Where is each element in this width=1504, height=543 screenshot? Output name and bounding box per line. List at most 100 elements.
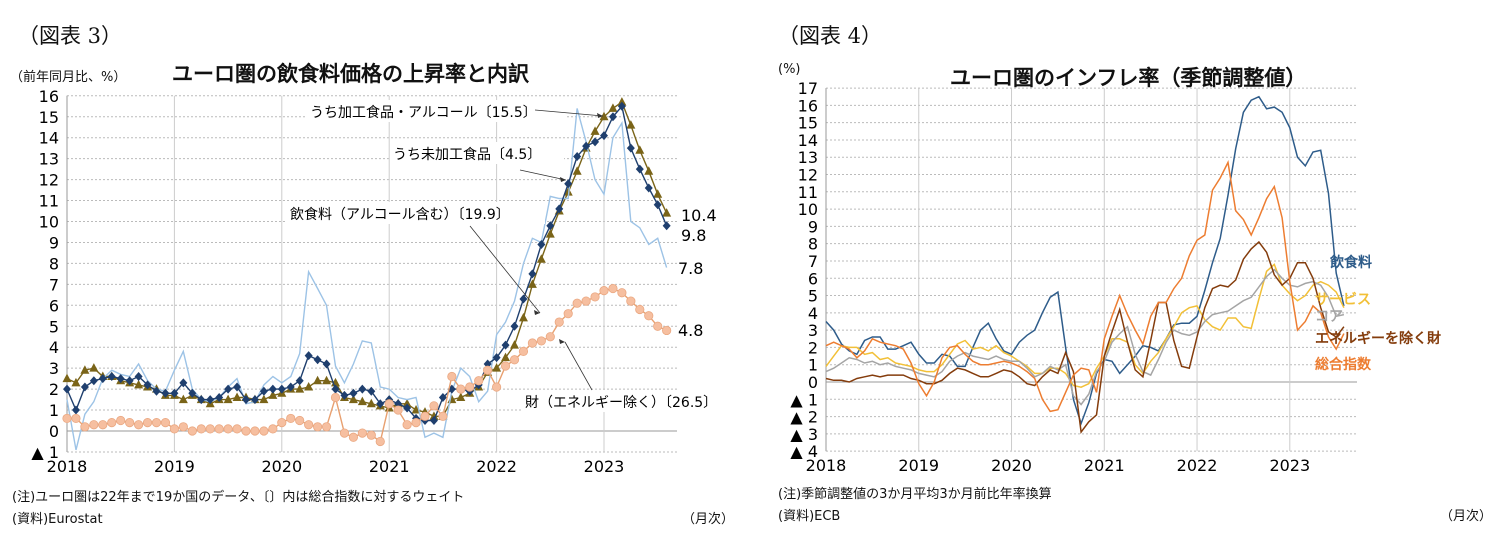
chart2-frequency: （月次）	[1440, 509, 1493, 524]
circle-marker	[411, 418, 421, 428]
circle-marker	[62, 413, 72, 424]
diamond-marker	[376, 399, 385, 409]
circle-marker	[563, 309, 573, 319]
x-tick-label: 2019	[154, 457, 195, 476]
diamond-marker	[608, 112, 617, 122]
circle-marker	[590, 292, 600, 302]
diamond-marker	[170, 388, 179, 398]
annotation-arrow	[469, 225, 541, 314]
y-tick-label: 12	[798, 166, 818, 185]
circle-marker	[465, 382, 475, 392]
diamond-marker	[340, 390, 349, 400]
triangle-marker	[259, 394, 269, 404]
triangle-marker	[429, 411, 439, 420]
diamond-marker	[188, 388, 197, 398]
arrow-head-icon	[597, 113, 603, 118]
diamond-marker	[492, 353, 501, 363]
diamond-marker	[501, 340, 510, 350]
y-tick-label: 2	[49, 380, 59, 399]
diamond-marker	[438, 392, 447, 402]
circle-marker	[187, 426, 197, 436]
diamond-marker	[80, 382, 89, 392]
series-line-3	[825, 240, 1345, 435]
x-tick-label: 2022	[1177, 456, 1218, 475]
circle-marker	[626, 296, 636, 306]
series-line-0	[66, 101, 668, 417]
y-tick-label: 14	[798, 131, 818, 150]
y-tick-label: 0	[808, 373, 818, 392]
y-tick-label: 1	[49, 401, 59, 420]
y-tick-label: 9	[808, 217, 818, 236]
diamond-marker	[510, 321, 519, 331]
triangle-marker	[626, 120, 636, 129]
triangle-marker	[653, 189, 663, 198]
series-annotation: 財（エネルギー除く）〔26.5〕	[525, 395, 717, 411]
triangle-marker	[411, 405, 421, 414]
triangle-marker	[71, 377, 81, 387]
y-tick-label: 13	[39, 150, 59, 169]
triangle-marker	[518, 312, 528, 322]
diamond-marker	[564, 179, 573, 189]
diamond-marker	[71, 405, 80, 415]
circle-marker	[151, 418, 162, 428]
end-value-label: 9.8	[681, 226, 706, 245]
x-tick-label: 2018	[47, 457, 88, 476]
diamond-marker	[152, 386, 161, 396]
chart1-title: ユーロ圏の飲食料価格の上昇率と内訳	[172, 62, 529, 86]
y-tick-label: 0	[49, 422, 59, 441]
diamond-marker	[134, 372, 143, 382]
y-tick-label: 5	[49, 317, 59, 336]
x-tick-label: 2023	[1269, 456, 1310, 475]
circle-marker	[321, 422, 332, 432]
triangle-marker	[599, 111, 609, 121]
circle-marker	[304, 420, 314, 430]
circle-marker	[160, 418, 171, 428]
circle-marker	[536, 336, 546, 346]
series-line-0	[825, 95, 1345, 426]
diamond-marker	[617, 101, 626, 111]
annotation-background	[307, 100, 565, 122]
y-tick-label: 17	[798, 79, 818, 98]
y-tick-label: 4	[808, 304, 818, 323]
circle-marker	[214, 424, 224, 434]
arrow-head-icon	[560, 177, 566, 182]
diamond-marker	[653, 200, 662, 210]
triangle-marker	[178, 394, 188, 404]
diamond-marker	[286, 382, 295, 392]
diamond-marker	[277, 384, 286, 394]
y-tick-label: 10	[39, 213, 59, 232]
y-tick-label: 15	[39, 108, 59, 127]
diamond-marker	[89, 376, 98, 386]
diamond-marker	[125, 376, 134, 386]
diamond-marker	[555, 204, 564, 214]
diamond-marker	[233, 382, 242, 392]
diamond-marker	[537, 240, 546, 250]
circle-marker	[500, 361, 511, 371]
circle-marker	[134, 420, 144, 430]
diamond-marker	[644, 183, 653, 193]
chart1-y-unit: （前年同月比、%）	[10, 70, 127, 85]
triangle-marker	[322, 375, 332, 385]
x-tick-label: 2021	[369, 457, 410, 476]
y-tick-label: 9	[49, 233, 59, 252]
circle-marker	[223, 424, 233, 434]
end-value-label: 4.8	[678, 321, 703, 340]
diamond-marker	[107, 372, 116, 382]
x-tick-label: 2018	[806, 456, 847, 475]
y-tick-label: ▲ 2	[790, 408, 818, 427]
triangle-marker	[501, 352, 511, 362]
x-tick-label: 2021	[1084, 456, 1125, 475]
circle-marker	[438, 411, 448, 421]
circle-marker	[241, 426, 251, 436]
triangle-marker	[62, 373, 72, 383]
diamond-marker	[600, 131, 608, 141]
circle-marker	[491, 382, 502, 392]
diamond-marker	[143, 380, 152, 390]
circle-marker	[420, 411, 430, 421]
triangle-marker	[402, 398, 412, 408]
triangle-marker	[456, 392, 466, 401]
circle-marker	[375, 436, 385, 447]
arrow-head-icon	[534, 310, 540, 315]
triangle-marker	[492, 363, 502, 372]
diamond-marker	[224, 384, 233, 394]
